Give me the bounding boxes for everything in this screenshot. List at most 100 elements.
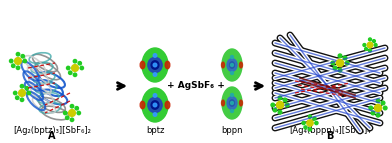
Circle shape xyxy=(278,110,282,114)
Circle shape xyxy=(383,106,387,110)
Circle shape xyxy=(27,91,31,95)
Circle shape xyxy=(363,44,366,46)
Circle shape xyxy=(67,66,70,70)
Ellipse shape xyxy=(227,59,237,71)
Circle shape xyxy=(20,85,24,88)
Text: [Ag₂(bptz)₃][SbF₆]₂: [Ag₂(bptz)₃][SbF₆]₂ xyxy=(13,126,91,135)
Circle shape xyxy=(9,59,13,63)
Circle shape xyxy=(309,128,312,131)
Circle shape xyxy=(18,90,25,96)
Ellipse shape xyxy=(222,87,242,119)
Circle shape xyxy=(153,94,157,97)
Circle shape xyxy=(16,96,19,100)
Circle shape xyxy=(73,73,77,77)
Ellipse shape xyxy=(140,61,145,69)
Circle shape xyxy=(338,54,342,58)
Circle shape xyxy=(374,104,381,112)
Text: A: A xyxy=(48,131,56,141)
Circle shape xyxy=(230,102,234,105)
Ellipse shape xyxy=(221,100,225,106)
Circle shape xyxy=(80,66,83,70)
Circle shape xyxy=(230,94,234,97)
Circle shape xyxy=(16,66,20,69)
Circle shape xyxy=(73,59,77,63)
Ellipse shape xyxy=(229,100,234,106)
Circle shape xyxy=(302,121,305,125)
Circle shape xyxy=(343,56,347,60)
Circle shape xyxy=(374,44,377,46)
Circle shape xyxy=(20,98,24,102)
Circle shape xyxy=(376,99,380,103)
Circle shape xyxy=(315,121,318,125)
Text: [Ag₄(bppn)₄][SbF₆]₄: [Ag₄(bppn)₄][SbF₆]₄ xyxy=(289,126,371,135)
Ellipse shape xyxy=(240,62,243,68)
Circle shape xyxy=(77,111,80,115)
Circle shape xyxy=(69,71,72,75)
Ellipse shape xyxy=(142,88,168,122)
Circle shape xyxy=(313,117,316,120)
Circle shape xyxy=(309,115,312,118)
Text: B: B xyxy=(326,131,334,141)
Circle shape xyxy=(368,38,372,41)
Circle shape xyxy=(153,113,157,116)
Ellipse shape xyxy=(227,97,237,109)
Ellipse shape xyxy=(148,97,162,113)
Ellipse shape xyxy=(140,101,145,109)
Circle shape xyxy=(230,110,234,113)
Circle shape xyxy=(283,98,287,102)
Circle shape xyxy=(285,103,289,107)
Circle shape xyxy=(65,116,69,119)
Circle shape xyxy=(338,68,342,72)
Circle shape xyxy=(16,52,20,56)
Ellipse shape xyxy=(165,61,170,69)
Circle shape xyxy=(70,118,74,122)
Circle shape xyxy=(153,73,157,76)
Circle shape xyxy=(15,58,22,64)
Ellipse shape xyxy=(221,62,225,68)
Circle shape xyxy=(371,111,375,115)
Text: bppn: bppn xyxy=(221,126,243,135)
Circle shape xyxy=(372,40,376,42)
Circle shape xyxy=(72,65,78,71)
Circle shape xyxy=(278,96,282,100)
Circle shape xyxy=(331,61,335,65)
Ellipse shape xyxy=(151,101,159,109)
Circle shape xyxy=(21,54,24,58)
Circle shape xyxy=(230,63,234,66)
Circle shape xyxy=(230,55,234,58)
Circle shape xyxy=(64,111,67,115)
Text: + AgSbF₆ +: + AgSbF₆ + xyxy=(167,82,225,91)
Ellipse shape xyxy=(222,49,242,81)
Text: bptz: bptz xyxy=(146,126,164,135)
Circle shape xyxy=(153,54,157,57)
Circle shape xyxy=(153,103,157,107)
Circle shape xyxy=(336,59,344,67)
Circle shape xyxy=(23,59,27,63)
Circle shape xyxy=(333,66,337,70)
Circle shape xyxy=(365,47,368,50)
Circle shape xyxy=(271,103,275,107)
Ellipse shape xyxy=(148,57,162,73)
Circle shape xyxy=(345,61,349,65)
Circle shape xyxy=(307,120,313,126)
Circle shape xyxy=(368,49,372,52)
Circle shape xyxy=(376,113,380,117)
Ellipse shape xyxy=(151,61,159,69)
Ellipse shape xyxy=(165,101,170,109)
Ellipse shape xyxy=(240,100,243,106)
Circle shape xyxy=(367,42,373,48)
Circle shape xyxy=(13,91,17,95)
Circle shape xyxy=(273,108,277,112)
Circle shape xyxy=(70,105,74,108)
Circle shape xyxy=(75,107,78,110)
Ellipse shape xyxy=(142,48,168,82)
Circle shape xyxy=(11,64,15,67)
Circle shape xyxy=(69,110,75,116)
Circle shape xyxy=(381,101,385,105)
Circle shape xyxy=(25,87,29,90)
Circle shape xyxy=(230,72,234,75)
Circle shape xyxy=(153,63,157,67)
Circle shape xyxy=(369,106,373,110)
Circle shape xyxy=(78,61,82,65)
Circle shape xyxy=(276,101,283,109)
